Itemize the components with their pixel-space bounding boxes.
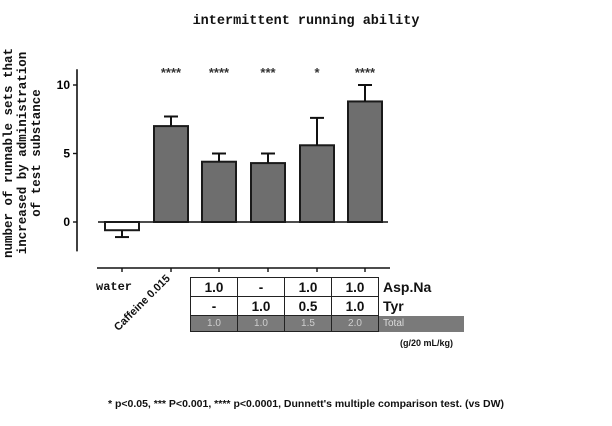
dose-row-asp-na: 1.0 - 1.0 1.0 Asp.Na bbox=[190, 277, 464, 297]
significance-marker: * bbox=[314, 65, 320, 80]
dose-cell: 1.0 bbox=[284, 277, 332, 297]
bar bbox=[104, 221, 140, 232]
bar bbox=[153, 125, 189, 223]
significance-marker: **** bbox=[209, 65, 230, 80]
dose-cell: 0.5 bbox=[284, 296, 332, 316]
bars: **** **** *** * **** bbox=[98, 65, 388, 239]
dose-row-label: Asp.Na bbox=[383, 279, 432, 295]
dose-cell: 1.0 bbox=[190, 315, 238, 332]
significance-marker: **** bbox=[355, 65, 376, 80]
dose-cell: - bbox=[190, 296, 238, 316]
footnote: * p<0.05, *** P<0.001, **** p<0.0001, Du… bbox=[107, 398, 505, 410]
x-axis bbox=[97, 267, 390, 272]
y-tick-label: 10 bbox=[57, 78, 71, 92]
dose-cell: 1.0 bbox=[190, 277, 238, 297]
significance-marker: *** bbox=[260, 65, 276, 80]
chart-title: intermittent running ability bbox=[192, 14, 420, 29]
dose-units: (g/20 mL/kg) bbox=[400, 338, 454, 348]
dose-cell: 1.0 bbox=[237, 315, 285, 332]
dose-cell: 1.0 bbox=[331, 277, 379, 297]
bar bbox=[201, 160, 237, 223]
dose-cell: 1.0 bbox=[237, 296, 285, 316]
dose-row-label: Tyr bbox=[383, 298, 404, 314]
bar bbox=[250, 162, 286, 223]
y-axis: 0 5 10 bbox=[57, 69, 78, 252]
dose-cell: - bbox=[237, 277, 285, 297]
dose-table: 1.0 - 1.0 1.0 Asp.Na - 1.0 0.5 1.0 Tyr 1… bbox=[190, 277, 464, 332]
bar bbox=[347, 100, 383, 223]
dose-row-tyr: - 1.0 0.5 1.0 Tyr bbox=[190, 296, 464, 316]
dose-cell: 1.5 bbox=[284, 315, 332, 332]
y-tick-label: 5 bbox=[63, 147, 70, 161]
bar bbox=[299, 144, 335, 223]
dose-cell: 1.0 bbox=[331, 296, 379, 316]
dose-cell: 2.0 bbox=[331, 315, 379, 332]
dose-row-total: 1.0 1.0 1.5 2.0 Total bbox=[190, 315, 464, 332]
y-tick-label: 0 bbox=[63, 215, 70, 229]
dose-row-label: Total bbox=[378, 315, 464, 332]
x-category-water: water bbox=[96, 280, 133, 294]
significance-marker: **** bbox=[161, 65, 182, 80]
